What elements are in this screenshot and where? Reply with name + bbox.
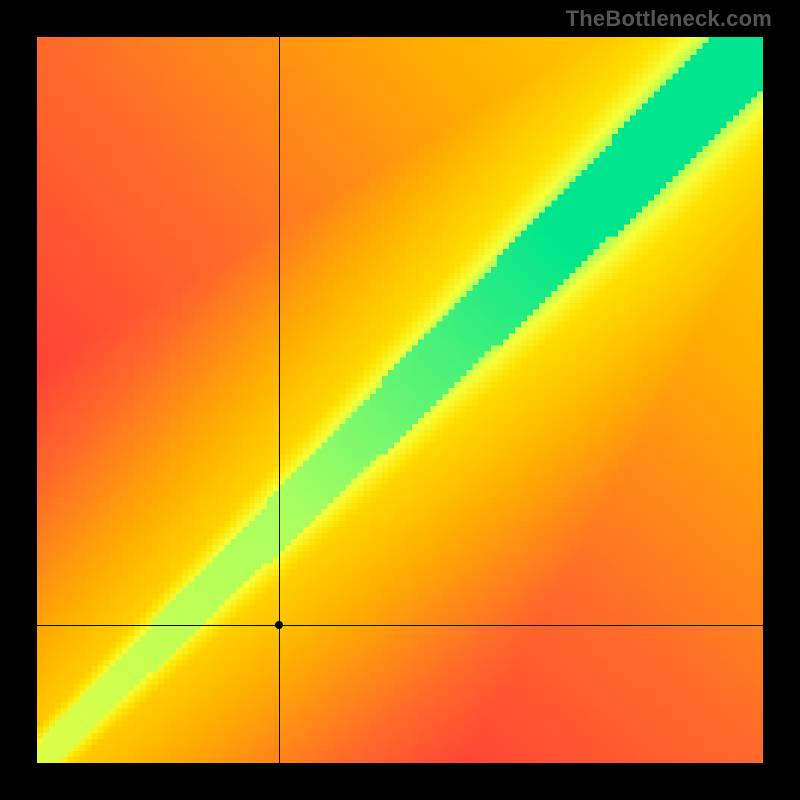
crosshair-marker: [275, 621, 283, 629]
crosshair-horizontal: [37, 625, 763, 626]
heatmap-canvas: [37, 37, 763, 763]
chart-frame: TheBottleneck.com: [0, 0, 800, 800]
heatmap-plot: [37, 37, 763, 763]
watermark-text: TheBottleneck.com: [566, 6, 772, 32]
crosshair-vertical: [279, 37, 280, 763]
